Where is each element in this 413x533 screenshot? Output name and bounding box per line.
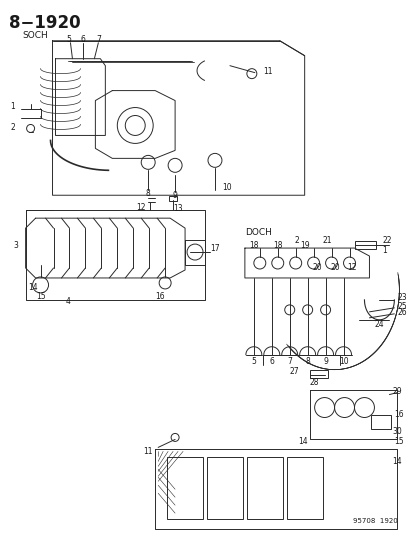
Text: 11: 11 xyxy=(143,447,153,456)
Text: 13: 13 xyxy=(173,204,182,213)
Text: 29: 29 xyxy=(392,387,401,396)
Text: 18: 18 xyxy=(249,240,258,249)
Text: 9: 9 xyxy=(172,191,177,200)
Text: 23: 23 xyxy=(396,293,406,302)
Text: 19: 19 xyxy=(299,240,309,249)
Text: 28: 28 xyxy=(309,378,318,387)
Text: 14: 14 xyxy=(28,284,38,293)
Bar xyxy=(354,241,375,249)
Text: SOCH: SOCH xyxy=(23,31,48,40)
Text: 8: 8 xyxy=(304,357,309,366)
Text: 18: 18 xyxy=(272,240,282,249)
Bar xyxy=(169,196,177,201)
Text: 16: 16 xyxy=(394,410,403,419)
Text: 3: 3 xyxy=(14,240,19,249)
Bar xyxy=(286,457,322,519)
Bar xyxy=(167,457,202,519)
Text: 11: 11 xyxy=(262,67,272,76)
Text: 20: 20 xyxy=(330,263,339,272)
Text: 30: 30 xyxy=(392,427,401,436)
Text: 12: 12 xyxy=(346,263,356,272)
Text: 15: 15 xyxy=(36,293,45,301)
Text: 14: 14 xyxy=(392,457,401,466)
Text: 20: 20 xyxy=(312,263,322,272)
Text: 26: 26 xyxy=(396,309,406,317)
Text: 5: 5 xyxy=(251,357,256,366)
Bar xyxy=(206,457,242,519)
Text: DOCH: DOCH xyxy=(244,228,271,237)
Text: 5: 5 xyxy=(66,35,71,44)
Text: 7: 7 xyxy=(287,357,292,366)
Text: 15: 15 xyxy=(394,437,403,446)
Text: 21: 21 xyxy=(322,236,331,245)
Text: 8−1920: 8−1920 xyxy=(9,14,80,32)
Text: 1: 1 xyxy=(11,102,15,111)
Text: 24: 24 xyxy=(373,320,383,329)
Bar xyxy=(309,370,327,377)
Text: 22: 22 xyxy=(382,236,391,245)
Text: 10: 10 xyxy=(338,357,347,366)
Text: 12: 12 xyxy=(135,203,145,212)
Text: 1: 1 xyxy=(382,246,386,255)
Bar xyxy=(246,457,282,519)
Text: 8: 8 xyxy=(145,189,150,198)
Text: 6: 6 xyxy=(81,35,85,44)
Text: 16: 16 xyxy=(155,293,164,301)
Text: 9: 9 xyxy=(323,357,327,366)
Text: 25: 25 xyxy=(396,302,406,311)
Bar xyxy=(370,415,390,430)
Text: 14: 14 xyxy=(297,437,307,446)
Text: 4: 4 xyxy=(66,297,71,306)
Text: 27: 27 xyxy=(289,367,299,376)
Text: 17: 17 xyxy=(209,244,219,253)
Text: 10: 10 xyxy=(221,183,231,192)
Text: 95708  1920: 95708 1920 xyxy=(352,518,396,524)
Text: 7: 7 xyxy=(96,35,100,44)
Text: 6: 6 xyxy=(269,357,273,366)
Text: 2: 2 xyxy=(294,236,299,245)
Text: 2: 2 xyxy=(11,123,15,132)
